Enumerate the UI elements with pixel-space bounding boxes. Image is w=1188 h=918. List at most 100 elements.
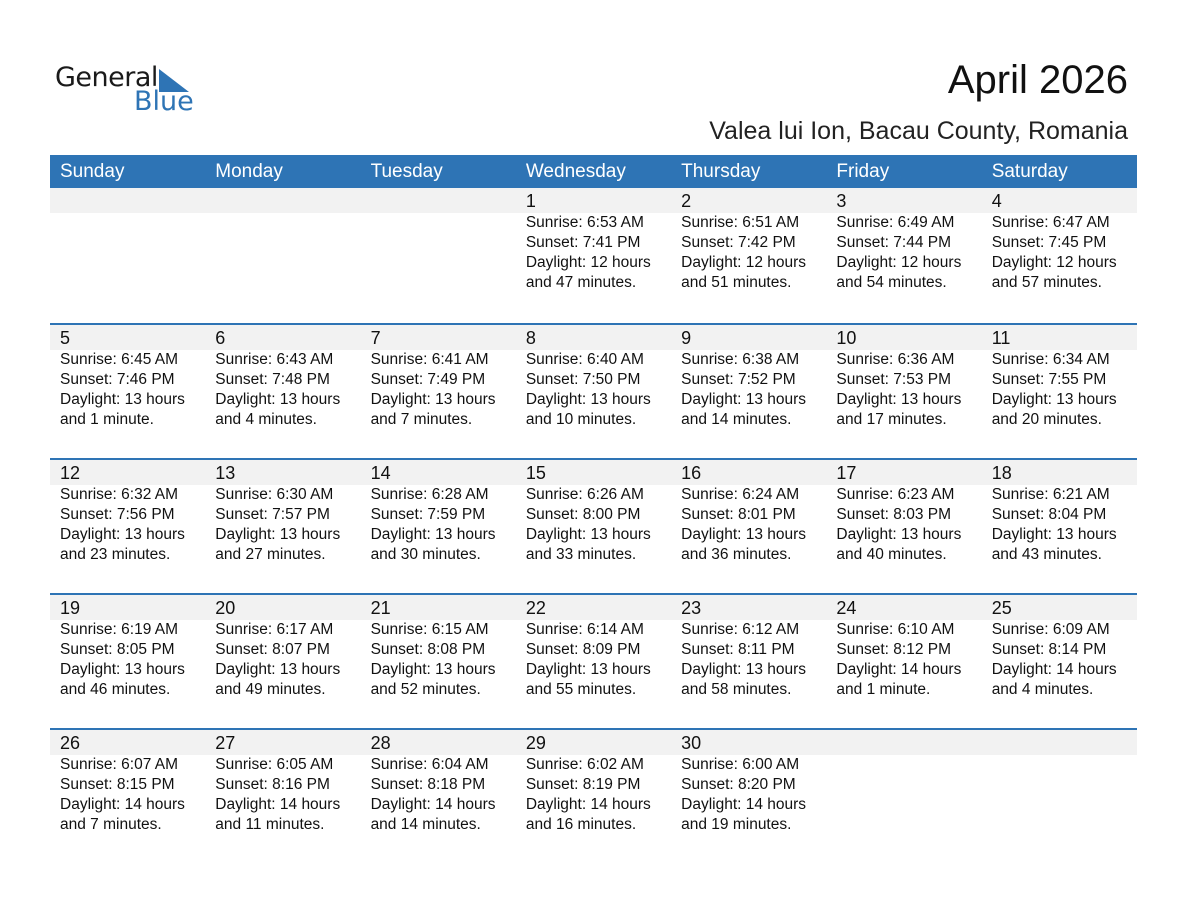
sunrise-text: Sunrise: 6:30 AM xyxy=(215,486,334,503)
daylight-minutes-text: and 36 minutes. xyxy=(681,546,792,563)
daylight-text: Daylight: 13 hours xyxy=(525,661,651,678)
sunset-text: Sunset: 8:01 PM xyxy=(681,506,796,523)
daylight-text: Daylight: 13 hours xyxy=(836,391,962,408)
sunset-text: Sunset: 7:59 PM xyxy=(370,506,486,523)
day-number: 6 xyxy=(215,328,226,348)
day-cell: 26 Sunrise: 6:07 AM Sunset: 8:15 PM Dayligh… xyxy=(50,730,205,835)
day-number: 5 xyxy=(60,328,71,348)
day-number-band xyxy=(50,325,1137,350)
daylight-minutes-text: and 4 minutes. xyxy=(991,681,1094,698)
day-number-band xyxy=(50,188,1137,213)
daylight-minutes-text: and 33 minutes. xyxy=(525,546,637,563)
empty-day-cell xyxy=(361,188,516,293)
daylight-minutes-text: and 52 minutes. xyxy=(370,681,481,698)
daylight-text: Daylight: 13 hours xyxy=(370,391,496,408)
daylight-text: Daylight: 12 hours xyxy=(991,254,1117,271)
day-number: 14 xyxy=(370,463,391,483)
week-row: 1 Sunrise: 6:53 AM Sunset: 7:41 PM Daylight… xyxy=(50,188,1137,323)
daylight-minutes-text: and 4 minutes. xyxy=(215,411,317,428)
day-number: 19 xyxy=(60,598,81,618)
daylight-minutes-text: and 58 minutes. xyxy=(681,681,792,698)
sunset-text: Sunset: 7:41 PM xyxy=(525,234,641,251)
day-number: 21 xyxy=(370,598,391,618)
day-cell: 28 Sunrise: 6:04 AM Sunset: 8:18 PM Dayligh… xyxy=(361,730,516,835)
sunset-text: Sunset: 7:45 PM xyxy=(991,234,1107,251)
sunset-text: Sunset: 8:12 PM xyxy=(836,641,951,658)
daylight-minutes-text: and 20 minutes. xyxy=(991,411,1102,428)
sunset-text: Sunset: 7:44 PM xyxy=(836,234,951,251)
day-cell: 17 Sunrise: 6:23 AM Sunset: 8:03 PM Dayligh… xyxy=(826,460,981,565)
sunrise-text: Sunrise: 6:28 AM xyxy=(370,486,489,503)
daylight-text: Daylight: 14 hours xyxy=(991,661,1117,678)
sunset-text: Sunset: 8:18 PM xyxy=(370,776,486,793)
daylight-minutes-text: and 55 minutes. xyxy=(525,681,637,698)
empty-day-cell xyxy=(50,188,205,293)
daylight-minutes-text: and 54 minutes. xyxy=(836,274,947,291)
daylight-minutes-text: and 1 minute. xyxy=(60,411,154,428)
daylight-text: Daylight: 12 hours xyxy=(836,254,962,271)
weekday-header: Sunday Monday Tuesday Wednesday Thursday Frid… xyxy=(50,155,1137,188)
sunset-text: Sunset: 7:56 PM xyxy=(60,506,175,523)
day-number-band xyxy=(50,730,1137,755)
daylight-text: Daylight: 12 hours xyxy=(681,254,807,271)
daylight-minutes-text: and 14 minutes. xyxy=(370,816,481,833)
sunrise-text: Sunrise: 6:02 AM xyxy=(525,756,644,773)
day-number: 30 xyxy=(681,733,702,753)
sunrise-text: Sunrise: 6:40 AM xyxy=(525,351,644,368)
sunset-text: Sunset: 8:05 PM xyxy=(60,641,175,658)
sunset-text: Sunset: 7:50 PM xyxy=(525,371,641,388)
day-number: 26 xyxy=(60,733,81,753)
sunrise-text: Sunrise: 6:24 AM xyxy=(681,486,800,503)
day-number: 18 xyxy=(991,463,1012,483)
sunrise-text: Sunrise: 6:12 AM xyxy=(681,621,800,638)
sunset-text: Sunset: 7:53 PM xyxy=(836,371,951,388)
daylight-text: Daylight: 14 hours xyxy=(681,796,807,813)
daylight-minutes-text: and 11 minutes. xyxy=(215,816,325,833)
daylight-minutes-text: and 57 minutes. xyxy=(991,274,1102,291)
weekday-thursday: Thursday xyxy=(681,161,761,182)
day-number: 17 xyxy=(836,463,857,483)
day-cell: 8 Sunrise: 6:40 AM Sunset: 7:50 PM Daylight… xyxy=(516,325,671,430)
daylight-text: Daylight: 14 hours xyxy=(525,796,651,813)
daylight-minutes-text: and 43 minutes. xyxy=(991,546,1102,563)
weekday-monday: Monday xyxy=(215,161,283,182)
week-row: 12 Sunrise: 6:32 AM Sunset: 7:56 PM Dayligh… xyxy=(50,458,1137,593)
weekday-wednesday: Wednesday xyxy=(525,161,626,182)
daylight-minutes-text: and 1 minute. xyxy=(836,681,931,698)
daylight-minutes-text: and 19 minutes. xyxy=(681,816,792,833)
day-cell: 20 Sunrise: 6:17 AM Sunset: 8:07 PM Dayligh… xyxy=(205,595,360,700)
daylight-text: Daylight: 13 hours xyxy=(991,526,1117,543)
day-cell: 22 Sunrise: 6:14 AM Sunset: 8:09 PM Dayligh… xyxy=(516,595,671,700)
daylight-minutes-text: and 40 minutes. xyxy=(836,546,947,563)
week-row: 19 Sunrise: 6:19 AM Sunset: 8:05 PM Dayligh… xyxy=(50,593,1137,728)
day-cell: 14 Sunrise: 6:28 AM Sunset: 7:59 PM Dayligh… xyxy=(361,460,516,565)
sunrise-text: Sunrise: 6:41 AM xyxy=(370,351,489,368)
daylight-minutes-text: and 49 minutes. xyxy=(215,681,326,698)
sunrise-text: Sunrise: 6:43 AM xyxy=(215,351,334,368)
day-number: 4 xyxy=(991,191,1002,211)
sunrise-text: Sunrise: 6:10 AM xyxy=(836,621,955,638)
sunrise-text: Sunrise: 6:34 AM xyxy=(991,351,1110,368)
sunrise-text: Sunrise: 6:17 AM xyxy=(215,621,334,638)
daylight-text: Daylight: 12 hours xyxy=(525,254,651,271)
day-cell: 23 Sunrise: 6:12 AM Sunset: 8:11 PM Dayligh… xyxy=(671,595,826,700)
daylight-text: Daylight: 13 hours xyxy=(60,661,185,678)
daylight-minutes-text: and 23 minutes. xyxy=(60,546,171,563)
sunset-text: Sunset: 8:00 PM xyxy=(525,506,641,523)
daylight-text: Daylight: 14 hours xyxy=(836,661,962,678)
weekday-tuesday: Tuesday xyxy=(370,161,443,182)
day-number: 11 xyxy=(991,328,1011,348)
day-number-band xyxy=(50,460,1137,485)
calendar: Sunday Monday Tuesday Wednesday Thursday Frid… xyxy=(50,155,1137,863)
day-number: 24 xyxy=(836,598,857,618)
sunset-text: Sunset: 8:07 PM xyxy=(215,641,330,658)
sunrise-text: Sunrise: 6:32 AM xyxy=(60,486,179,503)
day-number: 2 xyxy=(681,191,692,211)
day-number: 3 xyxy=(836,191,847,211)
daylight-text: Daylight: 13 hours xyxy=(681,526,807,543)
day-cell: 13 Sunrise: 6:30 AM Sunset: 7:57 PM Dayligh… xyxy=(205,460,360,565)
daylight-minutes-text: and 47 minutes. xyxy=(525,274,637,291)
day-cell: 29 Sunrise: 6:02 AM Sunset: 8:19 PM Dayligh… xyxy=(516,730,671,835)
sunrise-text: Sunrise: 6:09 AM xyxy=(991,621,1110,638)
sunset-text: Sunset: 7:55 PM xyxy=(991,371,1107,388)
